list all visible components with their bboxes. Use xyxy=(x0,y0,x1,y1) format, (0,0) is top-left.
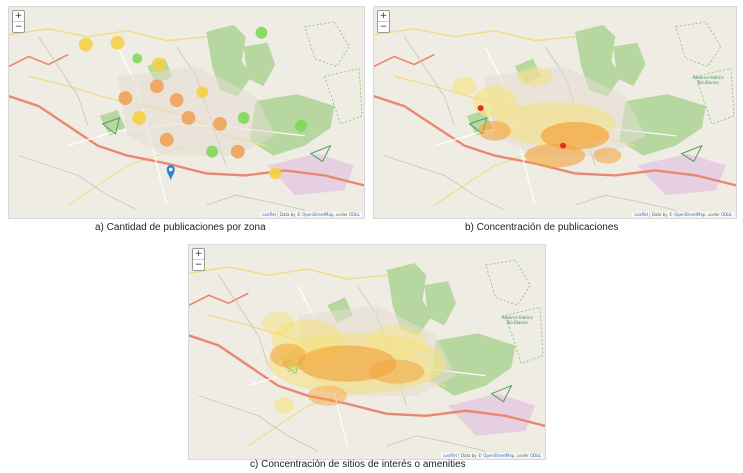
zoom-in-button[interactable]: + xyxy=(379,11,388,21)
odbl-link[interactable]: ODbL xyxy=(349,212,360,217)
odbl-link[interactable]: ODbL xyxy=(721,212,732,217)
map-panel-heat-publications[interactable]: Reserva hídrica Río Blanco + − Leaflet |… xyxy=(373,6,737,219)
map-attribution: Leaflet | Data by © OpenStreetMap, under… xyxy=(632,212,734,217)
heatmap-layer xyxy=(262,311,447,414)
map-tiles xyxy=(189,245,545,459)
map-panel-heat-amenities[interactable]: Reserva hídrica Río Blanco + − Leaflet |… xyxy=(188,244,546,460)
zoom-out-button[interactable]: − xyxy=(193,259,204,270)
leaflet-link[interactable]: Leaflet xyxy=(443,453,458,458)
reserve-label: Reserva hídrica Río Blanco xyxy=(501,315,533,325)
map-attribution: Leaflet | Data by © OpenStreetMap, under… xyxy=(260,212,362,217)
leaflet-link[interactable]: Leaflet xyxy=(262,212,277,217)
zoom-control: + − xyxy=(12,10,25,33)
cluster-markers xyxy=(79,26,307,180)
leaflet-link[interactable]: Leaflet xyxy=(634,212,649,217)
zoom-in-button[interactable]: + xyxy=(14,11,23,21)
odbl-link[interactable]: ODbL xyxy=(530,453,541,458)
reserve-label: Reserva hídrica Río Blanco xyxy=(692,75,724,85)
osm-link[interactable]: OpenStreetMap xyxy=(302,212,334,217)
zoom-in-button[interactable]: + xyxy=(194,249,203,259)
zoom-out-button[interactable]: − xyxy=(13,21,24,32)
map-tiles xyxy=(9,7,364,218)
map-panel-clusters[interactable]: + − Leaflet | Data by © OpenStreetMap, u… xyxy=(8,6,365,219)
osm-link[interactable]: OpenStreetMap xyxy=(483,453,515,458)
zoom-control: + − xyxy=(377,10,390,33)
map-tiles xyxy=(374,7,736,218)
heatmap-layer xyxy=(452,66,622,168)
osm-link[interactable]: OpenStreetMap xyxy=(674,212,706,217)
zoom-out-button[interactable]: − xyxy=(378,21,389,32)
location-marker-icon xyxy=(166,165,175,182)
caption-c: c) Concentración de sitios de interés o … xyxy=(250,459,466,470)
map-attribution: Leaflet | Data by © OpenStreetMap, under… xyxy=(441,453,543,458)
zoom-control: + − xyxy=(192,248,205,271)
caption-a: a) Cantidad de publicaciones por zona xyxy=(95,222,266,233)
caption-b: b) Concentración de publicaciones xyxy=(465,222,619,233)
